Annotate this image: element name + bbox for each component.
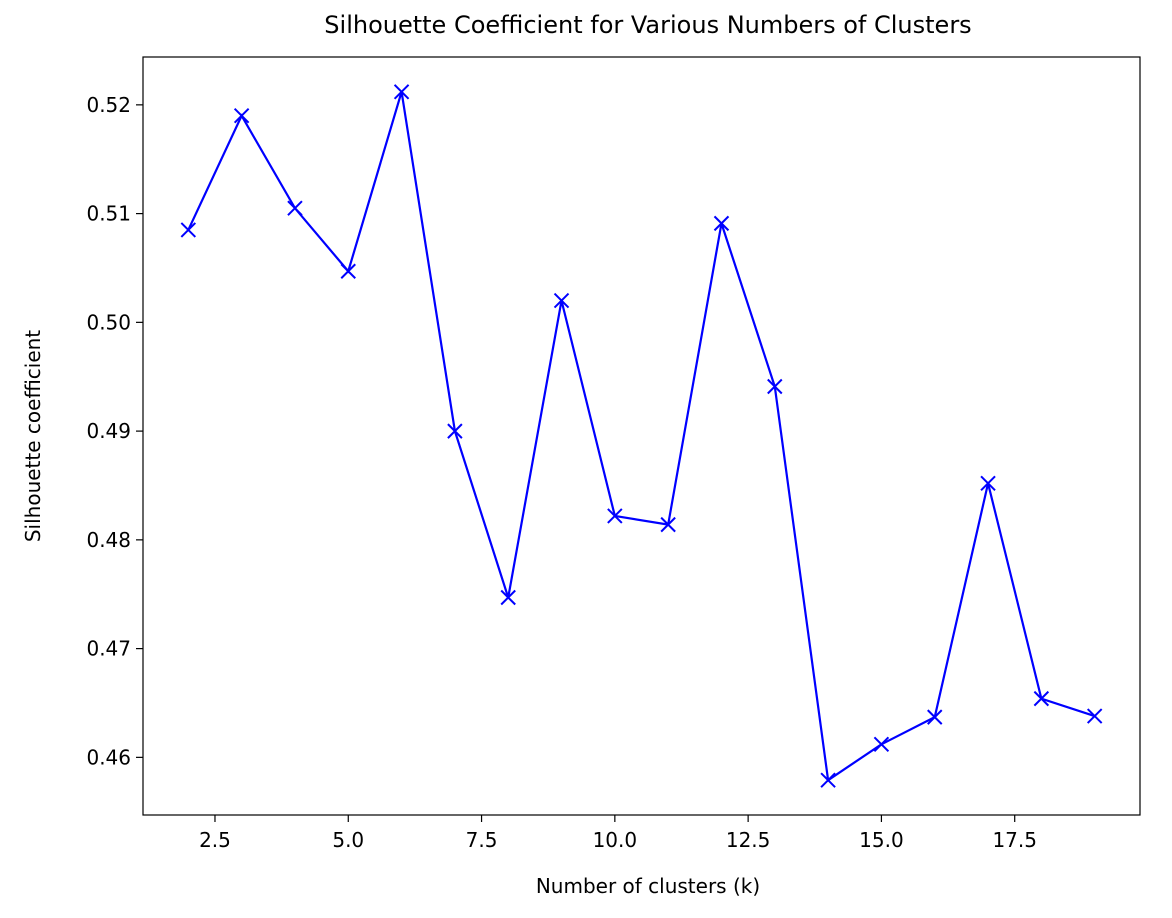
marker — [980, 475, 996, 492]
marker — [713, 215, 730, 232]
x-tick-label: 2.5 — [199, 828, 231, 852]
marker — [767, 378, 783, 395]
x-axis-label: Number of clusters (k) — [536, 874, 760, 898]
marker — [553, 292, 570, 309]
marker — [660, 516, 676, 533]
y-tick-label: 0.52 — [86, 93, 131, 117]
marker — [287, 200, 303, 216]
x-tick-label: 17.5 — [992, 828, 1037, 852]
y-tick-label: 0.46 — [86, 745, 131, 769]
marker — [1033, 690, 1050, 707]
y-tick-label: 0.49 — [86, 419, 131, 443]
y-tick-label: 0.48 — [86, 528, 131, 552]
x-tick-label: 7.5 — [466, 828, 498, 852]
y-tick-label: 0.51 — [86, 202, 131, 226]
marker — [233, 108, 250, 124]
marker — [607, 508, 623, 524]
y-tick-label: 0.47 — [86, 637, 131, 661]
y-axis-label: Silhouette coefficient — [21, 330, 45, 542]
x-tick-label: 15.0 — [859, 828, 904, 852]
marker — [820, 772, 836, 788]
x-tick-label: 10.0 — [593, 828, 638, 852]
marker — [393, 84, 410, 100]
x-tick-label: 12.5 — [726, 828, 771, 852]
chart-title: Silhouette Coefficient for Various Numbe… — [324, 11, 971, 39]
marker — [1086, 708, 1103, 724]
marker — [180, 222, 197, 238]
marker — [340, 263, 356, 279]
marker — [873, 736, 890, 753]
y-tick-label: 0.50 — [86, 310, 131, 334]
marker — [447, 423, 463, 439]
marker — [927, 709, 943, 725]
series-line — [187, 91, 1096, 783]
plot-frame — [142, 56, 1141, 816]
x-tick-label: 5.0 — [332, 828, 364, 852]
marker — [500, 589, 516, 606]
